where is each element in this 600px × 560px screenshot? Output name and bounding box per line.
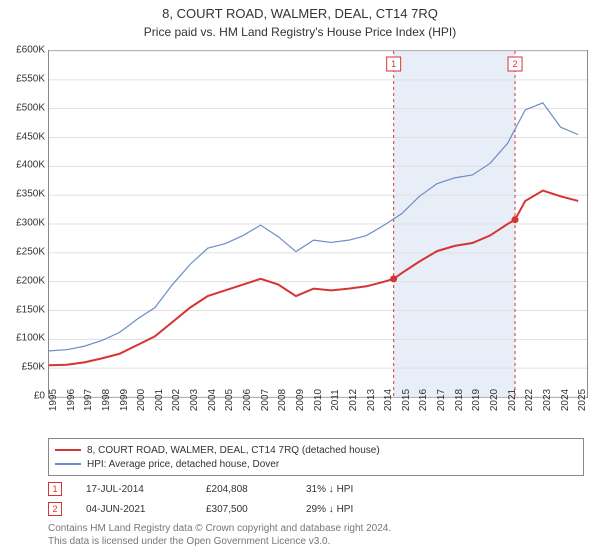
chart-subtitle: Price paid vs. HM Land Registry's House …: [0, 21, 600, 45]
xtick-label: 2004: [207, 389, 218, 411]
xtick-label: 2016: [418, 389, 429, 411]
ytick-label: £500K: [16, 102, 45, 113]
legend-label: 8, COURT ROAD, WALMER, DEAL, CT14 7RQ (d…: [87, 445, 380, 456]
ytick-label: £550K: [16, 73, 45, 84]
ytick-label: £350K: [16, 189, 45, 200]
ytick-label: £0: [34, 391, 45, 402]
legend: 8, COURT ROAD, WALMER, DEAL, CT14 7RQ (d…: [48, 438, 584, 476]
svg-text:2: 2: [513, 59, 518, 69]
xtick-label: 2024: [560, 389, 571, 411]
sale-diff: 29% ↓ HPI: [306, 504, 426, 515]
sale-price: £307,500: [206, 504, 306, 515]
sale-marker-number: 1: [48, 482, 62, 496]
sale-date: 17-JUL-2014: [86, 484, 206, 495]
ytick-label: £600K: [16, 45, 45, 56]
sale-row: 2 04-JUN-2021£307,50029% ↓ HPI: [48, 502, 584, 516]
xtick-label: 2010: [313, 389, 324, 411]
sale-date: 04-JUN-2021: [86, 504, 206, 515]
svg-text:1: 1: [391, 59, 396, 69]
legend-swatch: [55, 449, 81, 451]
xtick-label: 2020: [489, 389, 500, 411]
ytick-label: £400K: [16, 160, 45, 171]
ytick-label: £250K: [16, 246, 45, 257]
xtick-label: 1995: [48, 389, 59, 411]
ytick-label: £100K: [16, 333, 45, 344]
xtick-label: 2017: [436, 389, 447, 411]
xtick-label: 2006: [242, 389, 253, 411]
xtick-label: 1998: [101, 389, 112, 411]
xtick-label: 2014: [383, 389, 394, 411]
xtick-label: 2008: [277, 389, 288, 411]
sale-price: £204,808: [206, 484, 306, 495]
chart-title: 8, COURT ROAD, WALMER, DEAL, CT14 7RQ: [0, 0, 600, 21]
xtick-label: 1999: [119, 389, 130, 411]
xtick-label: 2019: [471, 389, 482, 411]
sale-marker-number: 2: [48, 502, 62, 516]
xtick-label: 1996: [66, 389, 77, 411]
plot-svg: 12: [49, 51, 587, 397]
footer-attribution: Contains HM Land Registry data © Crown c…: [48, 522, 584, 548]
xtick-label: 2005: [224, 389, 235, 411]
sale-row: 1 17-JUL-2014£204,80831% ↓ HPI: [48, 482, 584, 496]
xtick-label: 2003: [189, 389, 200, 411]
xtick-label: 2002: [171, 389, 182, 411]
xtick-label: 2012: [348, 389, 359, 411]
xtick-label: 2023: [542, 389, 553, 411]
legend-item: 8, COURT ROAD, WALMER, DEAL, CT14 7RQ (d…: [55, 443, 577, 457]
sale-table: 1 17-JUL-2014£204,80831% ↓ HPI 2 04-JUN-202…: [48, 476, 584, 516]
ytick-label: £200K: [16, 275, 45, 286]
xtick-label: 2021: [507, 389, 518, 411]
xtick-label: 2007: [260, 389, 271, 411]
ytick-label: £300K: [16, 218, 45, 229]
ytick-label: £150K: [16, 304, 45, 315]
xtick-label: 2011: [330, 389, 341, 411]
legend-swatch: [55, 463, 81, 465]
xtick-label: 2015: [401, 389, 412, 411]
footer-line2: This data is licensed under the Open Gov…: [48, 535, 584, 548]
sale-diff: 31% ↓ HPI: [306, 484, 426, 495]
legend-item: HPI: Average price, detached house, Dove…: [55, 457, 577, 471]
xtick-label: 2001: [154, 389, 165, 411]
legend-label: HPI: Average price, detached house, Dove…: [87, 459, 279, 470]
xtick-label: 2009: [295, 389, 306, 411]
plot-area: 12: [48, 50, 588, 398]
xtick-label: 2022: [524, 389, 535, 411]
ytick-label: £50K: [22, 362, 45, 373]
xtick-label: 2025: [577, 389, 588, 411]
footer-line1: Contains HM Land Registry data © Crown c…: [48, 522, 584, 535]
xtick-label: 2018: [454, 389, 465, 411]
xtick-label: 2000: [136, 389, 147, 411]
xtick-label: 1997: [83, 389, 94, 411]
xtick-label: 2013: [366, 389, 377, 411]
ytick-label: £450K: [16, 131, 45, 142]
chart-container: 8, COURT ROAD, WALMER, DEAL, CT14 7RQ Pr…: [0, 0, 600, 560]
